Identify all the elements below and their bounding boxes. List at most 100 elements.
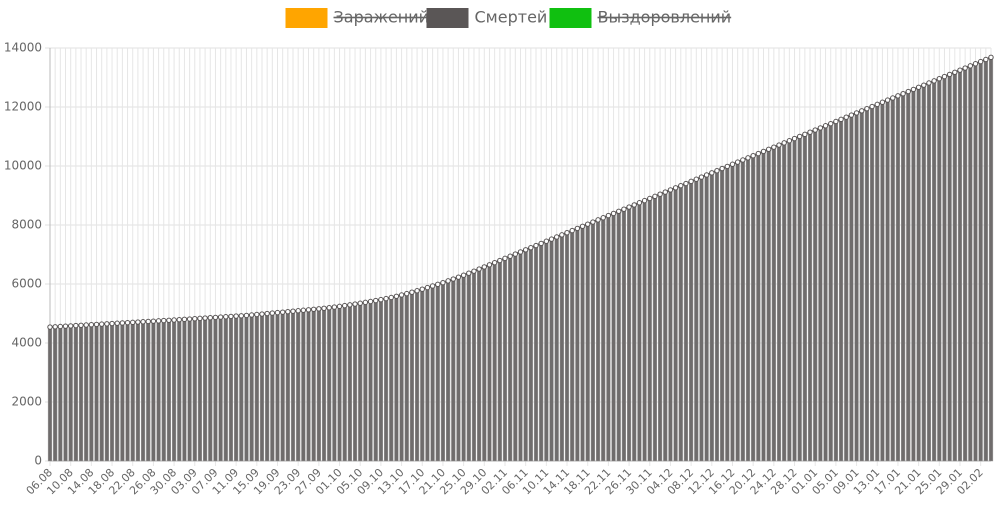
point <box>336 303 343 310</box>
point <box>610 210 617 217</box>
bar <box>84 324 89 462</box>
point <box>248 312 255 318</box>
bar <box>611 213 616 462</box>
point <box>579 223 586 229</box>
point <box>848 112 855 118</box>
bar <box>678 185 683 462</box>
legend-swatch <box>549 8 592 28</box>
bar <box>187 318 192 462</box>
point <box>233 313 239 319</box>
point <box>941 73 948 80</box>
bar <box>94 324 99 462</box>
bar <box>477 268 482 462</box>
bar <box>921 84 926 462</box>
legend-item[interactable]: Заражений <box>285 8 430 29</box>
bar <box>363 302 368 462</box>
bar <box>151 320 156 462</box>
bar <box>797 136 802 462</box>
point <box>983 56 989 63</box>
point <box>564 229 570 236</box>
point <box>709 170 715 176</box>
bar <box>47 326 53 462</box>
bar <box>761 151 766 462</box>
bar <box>937 78 942 462</box>
point <box>641 197 648 204</box>
legend-item[interactable]: Смертей <box>426 8 548 29</box>
point <box>750 153 756 159</box>
point <box>342 302 348 309</box>
point <box>522 247 529 253</box>
bar <box>838 119 844 462</box>
bar <box>626 206 632 462</box>
bar <box>714 170 720 462</box>
point <box>450 276 456 282</box>
point <box>817 125 824 131</box>
point <box>740 157 746 163</box>
bar <box>968 65 973 462</box>
legend-item[interactable]: Выздоровлений <box>549 8 732 29</box>
bar <box>601 217 606 462</box>
bar <box>446 280 451 462</box>
point <box>435 281 441 288</box>
point <box>259 311 265 317</box>
bar <box>404 293 409 462</box>
bar <box>807 131 813 462</box>
bar <box>471 270 477 462</box>
bar <box>632 204 637 462</box>
bar <box>73 325 78 462</box>
bar <box>508 255 513 462</box>
point <box>714 167 720 174</box>
point <box>988 54 994 61</box>
bar <box>709 172 714 462</box>
point <box>838 116 844 123</box>
bar <box>321 308 327 462</box>
bar <box>606 215 611 462</box>
point <box>631 202 637 208</box>
point <box>672 185 679 191</box>
point <box>300 307 307 313</box>
bar <box>539 243 544 462</box>
point <box>455 274 462 280</box>
bar <box>435 284 440 462</box>
point <box>559 232 565 238</box>
bar <box>208 317 213 462</box>
point <box>729 161 736 167</box>
point <box>791 135 798 142</box>
point <box>166 317 172 323</box>
point <box>171 317 177 323</box>
bar <box>771 146 776 462</box>
point <box>543 238 550 244</box>
bar <box>430 285 435 462</box>
bar <box>663 191 668 462</box>
point <box>367 298 374 305</box>
bar <box>776 144 782 462</box>
bar <box>177 319 182 462</box>
point <box>362 299 369 306</box>
bar <box>657 193 663 462</box>
point <box>926 80 932 86</box>
point <box>652 193 658 200</box>
bar <box>249 314 254 462</box>
bar <box>864 108 870 462</box>
point <box>176 316 182 323</box>
bar <box>751 155 756 462</box>
bar <box>461 274 466 462</box>
point <box>833 118 839 125</box>
point <box>254 311 260 318</box>
bar <box>559 234 564 462</box>
point <box>429 283 436 289</box>
point <box>62 323 69 329</box>
bar <box>182 319 187 462</box>
bar <box>270 312 275 462</box>
point <box>957 67 963 73</box>
point <box>822 123 829 129</box>
y-tick-label: 2000 <box>11 395 42 409</box>
bar <box>425 287 430 462</box>
bar <box>782 142 787 462</box>
point <box>931 78 937 84</box>
y-tick-label: 4000 <box>11 336 42 350</box>
y-tick-label: 14000 <box>4 41 42 55</box>
bar <box>947 74 952 462</box>
point <box>636 200 643 206</box>
